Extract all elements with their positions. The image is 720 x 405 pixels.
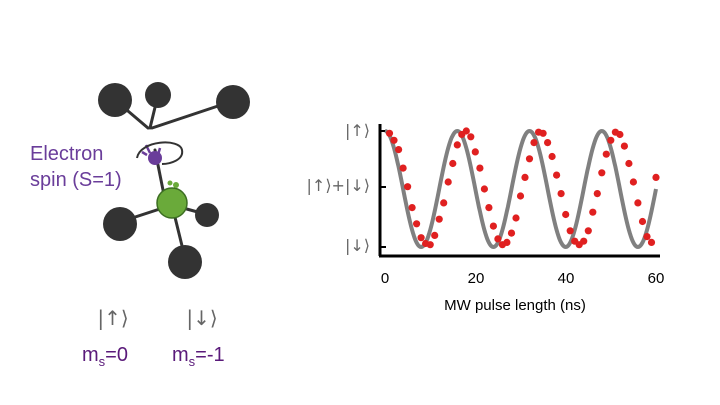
data-point — [395, 146, 403, 154]
data-point — [544, 139, 552, 147]
data-point — [440, 199, 448, 207]
data-point — [647, 238, 656, 246]
lone-pair-dot — [173, 182, 179, 188]
data-point — [557, 190, 565, 198]
data-point — [467, 133, 475, 141]
data-point — [431, 231, 439, 239]
data-point — [539, 129, 547, 137]
data-point — [444, 178, 452, 186]
molecule-illustration — [98, 82, 250, 279]
ms-label-minus1: ms=-1 — [172, 344, 225, 369]
data-point — [494, 235, 502, 243]
data-point — [593, 190, 601, 198]
state-ket-up: |↑⟩ — [97, 306, 128, 330]
data-point — [629, 178, 638, 186]
data-point — [435, 215, 443, 223]
x-tick-label: 40 — [558, 270, 575, 287]
ms-label-0: ms=0 — [82, 344, 128, 369]
data-point — [616, 130, 624, 139]
spin-label-line1: Electron — [30, 143, 103, 165]
x-axis-label: MW pulse length (ns) — [444, 297, 586, 314]
data-point — [399, 164, 407, 172]
data-point — [548, 152, 556, 161]
data-point — [566, 227, 574, 235]
data-point — [462, 127, 470, 135]
fit-curve — [384, 128, 658, 250]
data-point — [471, 148, 479, 156]
rabi-oscillation-chart: |↑⟩ |↑⟩+|↓⟩ |↓⟩ 0 20 40 60 MW pulse leng… — [307, 121, 665, 314]
data-point — [553, 171, 561, 179]
data-point — [584, 227, 592, 235]
carbon-atom — [98, 83, 132, 117]
x-tick-label: 0 — [381, 270, 389, 287]
data-point — [426, 241, 434, 249]
data-point — [449, 159, 457, 168]
data-point — [390, 136, 398, 144]
data-point — [625, 159, 633, 168]
data-point — [516, 192, 525, 200]
data-point — [589, 208, 597, 216]
state-ket-down: |↓⟩ — [186, 306, 217, 330]
data-point — [408, 204, 416, 212]
electron-spin-icon — [148, 151, 162, 165]
data-point — [521, 173, 529, 181]
data-point — [417, 234, 425, 242]
data-point — [634, 199, 642, 207]
y-tick-label: |↑⟩ — [345, 121, 370, 140]
y-tick-label: |↑⟩+|↓⟩ — [307, 176, 370, 195]
y-tick-label: |↓⟩ — [345, 236, 370, 255]
data-point — [453, 141, 461, 149]
carbon-atom — [216, 85, 250, 119]
data-point — [485, 204, 493, 212]
data-point — [638, 217, 647, 226]
data-point — [525, 155, 534, 163]
data-point — [562, 210, 570, 219]
data-point — [652, 173, 660, 181]
data-point — [580, 237, 588, 245]
data-point — [507, 229, 516, 237]
data-point — [512, 214, 520, 222]
data-point — [489, 222, 497, 230]
data-point — [602, 150, 610, 158]
rotation-arrow-icon — [136, 141, 184, 165]
spin-label-line2: spin (S=1) — [30, 169, 122, 191]
data-point — [530, 139, 538, 147]
lone-pair-dot — [167, 180, 173, 186]
x-tick-label: 60 — [648, 270, 665, 287]
data-point — [620, 142, 629, 150]
carbon-atom — [195, 203, 219, 227]
x-tick-label: 20 — [468, 270, 485, 287]
data-point — [404, 183, 412, 191]
data-point — [607, 136, 615, 144]
data-point — [385, 129, 394, 137]
data-point — [476, 164, 484, 172]
carbon-atom — [168, 245, 202, 279]
data-point — [503, 238, 511, 246]
data-point — [480, 185, 488, 193]
carbon-atom — [145, 82, 171, 108]
data-point — [598, 169, 606, 177]
carbon-atom — [103, 207, 137, 241]
data-point — [413, 220, 421, 228]
central-atom — [156, 187, 188, 219]
data-point — [643, 233, 651, 241]
